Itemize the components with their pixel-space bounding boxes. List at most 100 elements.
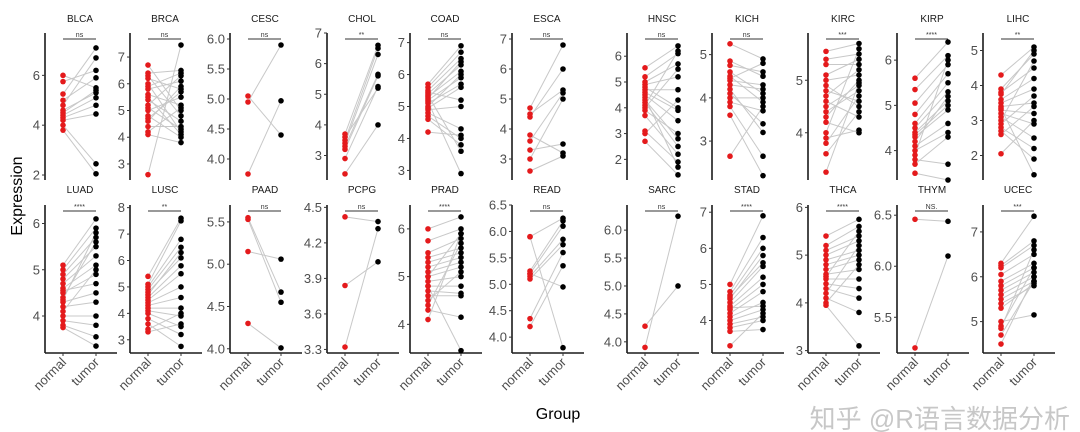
y-tick-label: 5.5 — [874, 310, 892, 325]
point-normal — [145, 310, 151, 317]
point-tumor — [375, 51, 381, 58]
point-tumor — [856, 87, 862, 94]
point-tumor — [458, 132, 464, 139]
point-normal — [60, 280, 66, 287]
point-tumor — [458, 245, 464, 251]
pair-line — [147, 86, 182, 122]
point-normal — [727, 82, 733, 88]
y-tick-label: 4 — [796, 295, 803, 310]
pair-line — [529, 134, 564, 154]
point-tumor — [856, 223, 862, 230]
y-tick-label: 5 — [118, 279, 125, 294]
pair-line — [147, 323, 182, 347]
point-tumor — [93, 216, 99, 222]
point-tumor — [178, 118, 184, 124]
point-normal — [60, 266, 66, 273]
pair-line — [1000, 314, 1035, 323]
facet-lihc: LIHC 2 3 4 5 ** — [971, 14, 1037, 180]
point-tumor — [945, 98, 951, 104]
point-normal — [727, 342, 733, 349]
x-tick-label-tumor: tumor — [433, 354, 468, 389]
point-tumor — [178, 262, 184, 269]
pair-line — [147, 217, 182, 277]
facet-title: UCEC — [1004, 185, 1032, 196]
point-tumor — [93, 334, 99, 340]
y-tick-label: 4 — [615, 100, 622, 115]
pair-line — [147, 91, 182, 119]
point-tumor — [458, 97, 464, 103]
x-tick-label-tumor: tumor — [735, 354, 770, 389]
pair-line — [1000, 280, 1035, 336]
y-tick-label: 6.0 — [604, 223, 622, 238]
pair-line — [427, 252, 462, 263]
pair-line — [147, 246, 182, 290]
point-tumor — [458, 269, 464, 275]
x-tick-label-normal: normal — [215, 354, 254, 393]
x-tick-label-normal: normal — [312, 354, 351, 393]
point-normal — [425, 238, 431, 244]
pair-line — [914, 82, 949, 124]
x-tick-label-normal: normal — [697, 354, 736, 393]
point-normal — [527, 233, 533, 240]
pair-line — [147, 252, 182, 296]
pair-line — [62, 89, 97, 114]
facet-title: CHOL — [348, 14, 376, 25]
point-normal — [912, 131, 918, 138]
point-tumor — [856, 66, 862, 73]
y-tick-label: 6 — [500, 62, 507, 77]
point-normal — [912, 125, 918, 131]
point-tumor — [675, 151, 681, 158]
point-normal — [245, 99, 251, 105]
point-normal — [823, 103, 829, 110]
pair-line — [1000, 120, 1035, 155]
point-normal — [245, 216, 251, 223]
point-normal — [60, 303, 66, 310]
point-tumor — [856, 72, 862, 78]
point-tumor — [93, 271, 99, 278]
point-tumor — [945, 120, 951, 127]
point-tumor — [856, 45, 862, 52]
pair-line — [427, 64, 462, 95]
point-tumor — [178, 310, 184, 317]
point-tumor — [278, 42, 284, 48]
y-tick-label: 5 — [315, 87, 322, 102]
point-normal — [998, 341, 1004, 347]
point-normal — [145, 62, 151, 68]
pair-line — [147, 323, 182, 333]
pair-line — [1000, 102, 1035, 107]
point-normal — [60, 324, 66, 331]
point-normal — [60, 127, 66, 133]
point-normal — [342, 171, 348, 177]
point-tumor — [178, 244, 184, 251]
point-normal — [727, 112, 733, 118]
point-normal — [642, 74, 648, 80]
pair-line — [247, 100, 282, 175]
point-tumor — [178, 321, 184, 327]
point-normal — [425, 292, 431, 299]
pair-line — [427, 257, 462, 268]
y-tick-label: 5.5 — [604, 251, 622, 266]
facet-title: PRAD — [431, 185, 459, 196]
y-tick-label: 5 — [796, 73, 803, 88]
pair-line — [914, 255, 949, 349]
pair-line — [62, 320, 97, 326]
point-normal — [912, 120, 918, 127]
point-normal — [727, 103, 733, 110]
y-tick-label: 4.0 — [489, 330, 507, 345]
point-normal — [60, 276, 66, 282]
point-tumor — [93, 313, 99, 319]
pair-line — [1000, 276, 1035, 345]
pair-line — [147, 107, 182, 133]
pair-line — [147, 265, 182, 298]
point-tumor — [1031, 269, 1037, 276]
point-tumor — [278, 289, 284, 295]
pair-line — [729, 262, 764, 298]
y-tick-label: 6 — [33, 216, 40, 231]
point-normal — [145, 123, 151, 130]
point-tumor — [856, 266, 862, 273]
point-tumor — [1031, 75, 1037, 82]
point-tumor — [178, 270, 184, 277]
y-tick-label: 4 — [398, 317, 405, 332]
pair-line — [644, 99, 679, 140]
